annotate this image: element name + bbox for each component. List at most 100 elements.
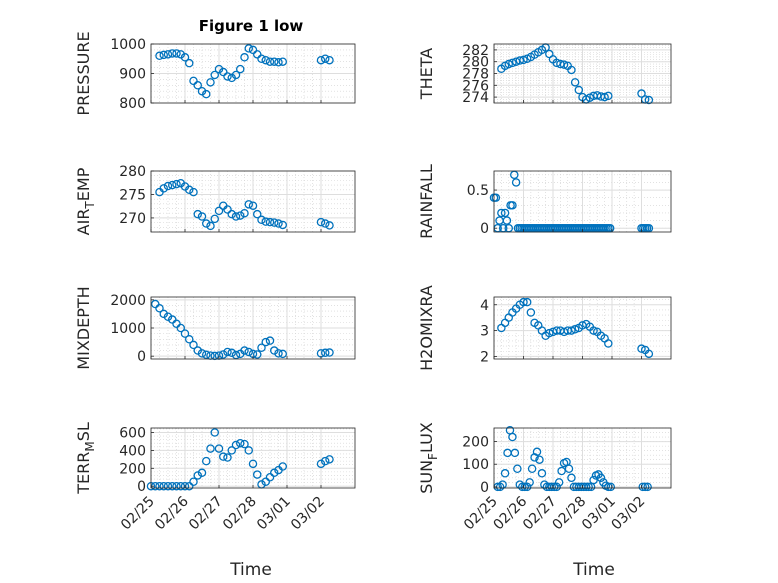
y-axis-label: RAINFALL [417, 164, 436, 239]
data-point [240, 346, 249, 355]
data-point [197, 212, 207, 221]
data-point [510, 448, 520, 458]
data-point [201, 89, 211, 99]
data-point [163, 181, 173, 191]
data-point [526, 308, 536, 317]
y-tick-label: 276 [462, 78, 489, 94]
data-point [269, 346, 279, 355]
data-point [600, 92, 609, 102]
data-point [252, 50, 262, 59]
data-point [248, 45, 258, 55]
y-tick-label: 1000 [110, 37, 146, 53]
x-axis-label-left: Time [229, 560, 272, 580]
data-point [176, 323, 185, 333]
data-point [180, 53, 190, 62]
data-point [545, 328, 554, 338]
data-point [261, 217, 270, 226]
data-point [184, 58, 194, 68]
data-point [504, 59, 513, 69]
y-tick-label: 100 [462, 457, 489, 473]
data-point [240, 208, 249, 218]
data-point [189, 187, 198, 197]
data-point [206, 444, 215, 453]
data-point [508, 432, 517, 442]
subplot-h2omixra: 2 3 4 H2OMIXRA [417, 285, 672, 371]
data-point [265, 473, 275, 482]
data-point [265, 336, 275, 345]
data-point [320, 456, 330, 466]
data-point [500, 469, 510, 478]
data-point [274, 349, 283, 358]
x-axis-label-right: Time [572, 560, 615, 580]
y-tick-label: 2000 [110, 293, 146, 309]
data-point [274, 219, 283, 228]
data-point [320, 219, 330, 228]
data-point [210, 428, 219, 437]
data-point [197, 349, 207, 358]
data-point [325, 348, 334, 357]
data-point [167, 315, 177, 324]
data-point [184, 481, 194, 491]
data-point [167, 49, 177, 58]
data-point [189, 76, 198, 86]
data-point [320, 54, 330, 64]
y-tick-label: 400 [119, 443, 146, 459]
y-axis-label: MIXDEPTH [74, 286, 93, 369]
data-point [210, 214, 219, 224]
data-point [604, 339, 613, 348]
data-point [554, 478, 564, 487]
data-point [210, 70, 219, 80]
data-point [163, 481, 173, 491]
data-point [223, 72, 232, 81]
data-point [644, 95, 654, 105]
data-point [491, 193, 501, 202]
subplot-air-temp: 270 275 280 AIRTEMP [74, 164, 356, 235]
data-point [163, 312, 173, 321]
data-point [248, 201, 258, 210]
data-point [206, 78, 215, 87]
data-point [269, 218, 279, 227]
data-point [206, 221, 215, 231]
data-point [214, 444, 224, 453]
data-point [193, 471, 202, 480]
y-tick-label: 280 [119, 164, 146, 180]
data-point [278, 462, 287, 471]
y-axis-label: TERRMSL [74, 422, 97, 495]
data-point [570, 325, 580, 334]
y-axis-label: THETA [417, 48, 436, 100]
data-point [518, 482, 527, 492]
data-point [589, 475, 598, 485]
data-point [325, 55, 334, 65]
data-point [155, 481, 164, 491]
data-point [637, 89, 646, 98]
y-tick-label: 600 [119, 425, 146, 441]
data-point [559, 60, 569, 69]
data-point [163, 50, 173, 59]
data-point [316, 459, 326, 469]
data-point [269, 57, 279, 66]
y-tick-label: 2 [480, 349, 489, 365]
data-point [265, 217, 275, 227]
data-point [278, 57, 287, 66]
data-point [223, 453, 232, 462]
data-point [557, 466, 566, 476]
data-point [201, 456, 211, 466]
y-tick-label: 278 [462, 67, 489, 83]
data-point [519, 55, 528, 65]
data-point [261, 337, 270, 347]
data-point [218, 67, 228, 77]
data-point [159, 481, 168, 491]
y-tick-label: 270 [119, 211, 146, 227]
data-point [527, 464, 537, 474]
y-tick-label: 800 [119, 96, 146, 112]
data-point [497, 208, 506, 218]
y-tick-label: 274 [462, 90, 489, 106]
data-point [500, 208, 510, 218]
data-point [184, 335, 194, 344]
data-point [604, 91, 613, 101]
data-point [180, 481, 190, 491]
data-point [159, 184, 168, 193]
data-point [180, 329, 190, 338]
